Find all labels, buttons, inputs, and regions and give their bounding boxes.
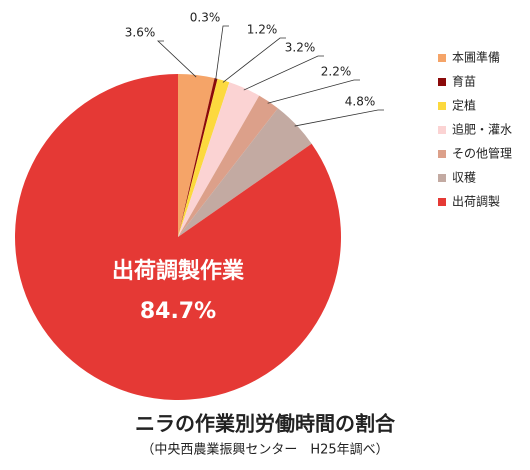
leader-line xyxy=(215,25,229,81)
leader-line xyxy=(222,37,286,83)
data-label: 1.2% xyxy=(247,23,278,37)
legend-swatch xyxy=(438,126,446,134)
pie-slice xyxy=(178,95,278,237)
pie-slice xyxy=(178,78,218,237)
pie-slice xyxy=(178,108,312,237)
data-label: 84.7% xyxy=(140,299,216,324)
legend-label: 定植 xyxy=(452,98,476,113)
legend-swatch xyxy=(438,78,446,86)
data-label: 2.2% xyxy=(321,65,352,79)
data-label: 0.3% xyxy=(190,11,221,25)
leader-line xyxy=(267,79,360,104)
leader-line xyxy=(243,55,324,91)
leader-line xyxy=(156,40,197,78)
data-label: 3.2% xyxy=(285,41,316,55)
annotation: 出荷調製作業 xyxy=(112,258,245,284)
pie-slice xyxy=(178,74,215,237)
pie-slice xyxy=(178,82,260,237)
chart-title: ニラの作業別労働時間の割合 xyxy=(135,412,396,436)
legend-label: その他管理 xyxy=(452,146,512,161)
pie-slice xyxy=(178,78,230,238)
data-label: 4.8% xyxy=(345,95,376,109)
legend-label: 収穫 xyxy=(452,171,476,185)
pie-slice xyxy=(14,74,342,400)
legend-label: 本圃準備 xyxy=(452,50,500,65)
legend-swatch xyxy=(438,54,446,62)
leader-line xyxy=(294,109,384,127)
chart-subtitle: （中央西農業振興センター H25年調べ） xyxy=(141,442,388,458)
legend-swatch xyxy=(438,174,446,182)
legend-swatch xyxy=(438,150,446,158)
legend-label: 出荷調製 xyxy=(452,195,500,209)
data-label: 3.6% xyxy=(125,26,156,40)
legend-swatch xyxy=(438,198,446,206)
legend-label: 追肥・灌水 xyxy=(452,122,512,137)
legend-swatch xyxy=(438,102,446,110)
legend-label: 育苗 xyxy=(452,74,476,89)
